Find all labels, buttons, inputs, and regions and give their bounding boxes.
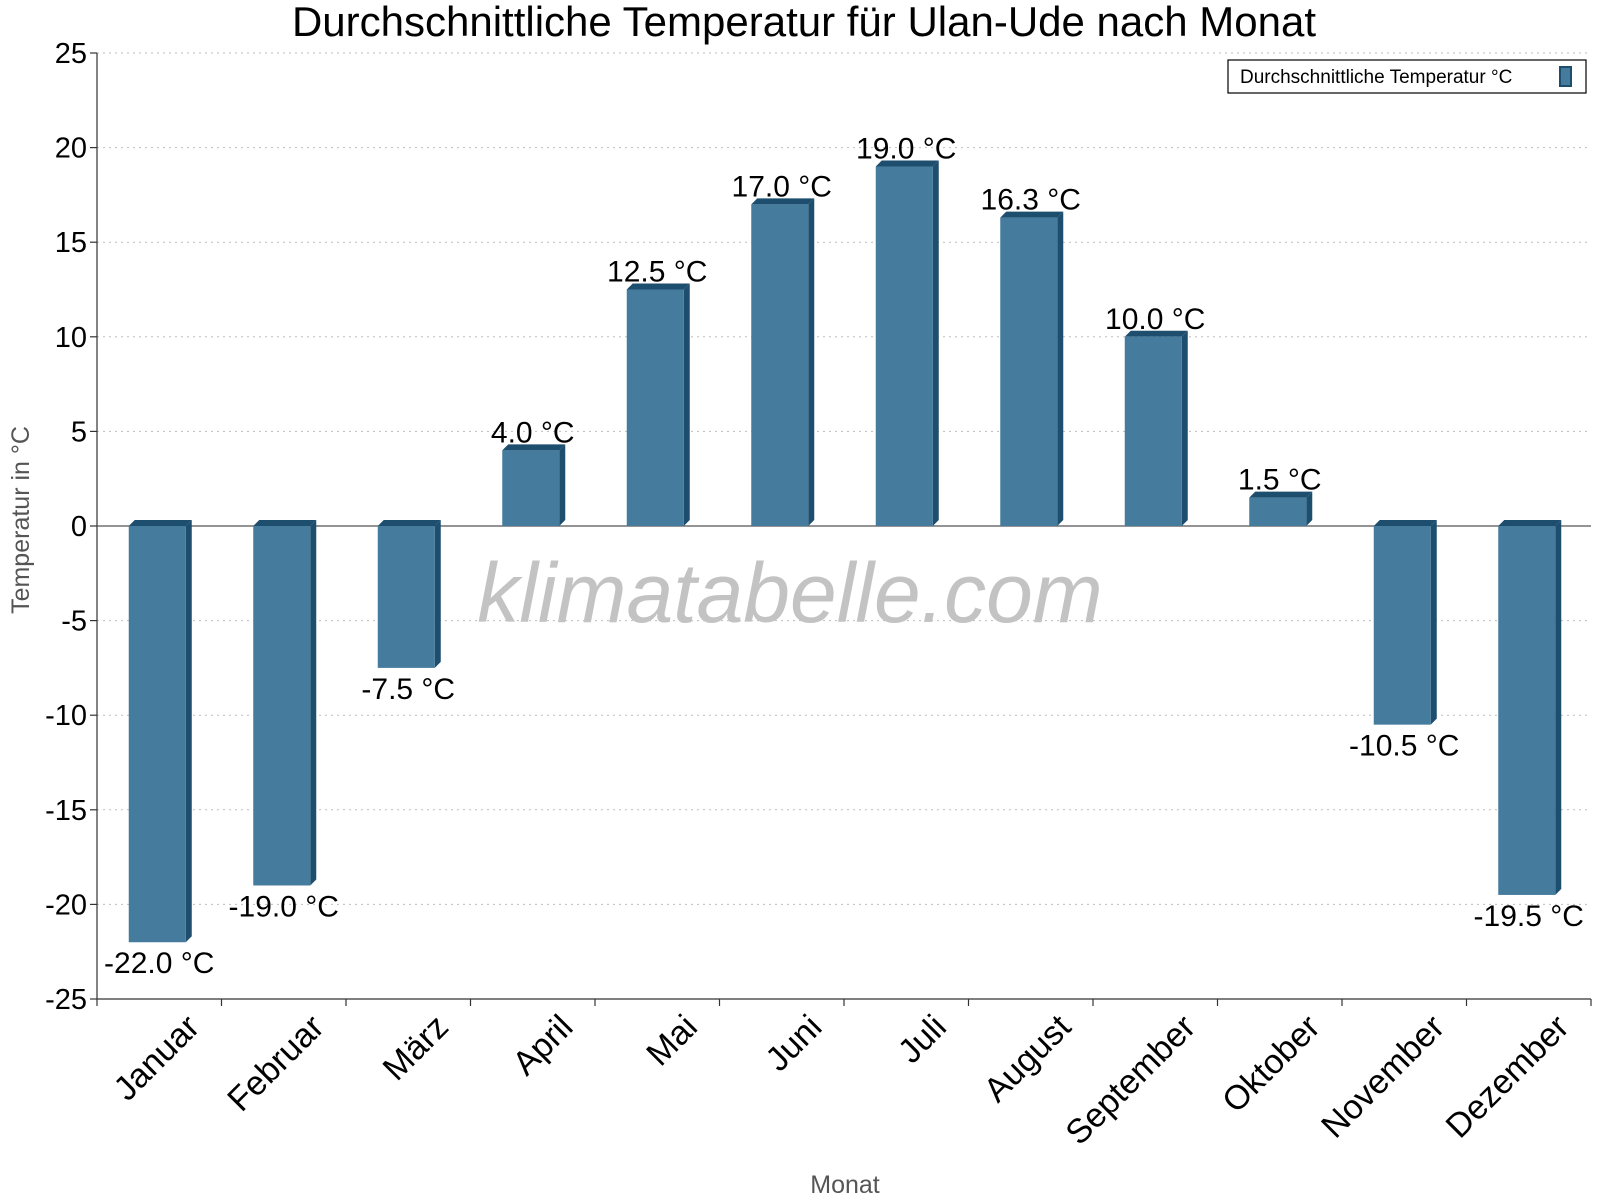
bar xyxy=(1124,330,1188,526)
bar-front xyxy=(1249,497,1307,526)
bar-side xyxy=(808,198,815,527)
bar-top xyxy=(1249,491,1313,498)
x-tick-label: Januar xyxy=(107,1008,207,1108)
bar-front xyxy=(1373,526,1431,725)
bar xyxy=(253,520,317,886)
bar-top xyxy=(128,520,192,526)
x-tick-label: November xyxy=(1314,1008,1452,1146)
x-axis-label: Monat xyxy=(810,1171,880,1199)
y-axis-label: Temperatur in °C xyxy=(7,426,35,614)
bar-top xyxy=(1498,520,1562,526)
x-tick-label: Dezember xyxy=(1439,1008,1577,1146)
bar xyxy=(751,198,815,527)
bar-top xyxy=(502,444,566,451)
legend-swatch xyxy=(1559,66,1572,87)
data-label: 4.0 °C xyxy=(491,416,575,449)
bar-top xyxy=(751,198,815,205)
bar-top xyxy=(253,520,317,526)
bar-top xyxy=(626,283,690,290)
y-tick-label: -25 xyxy=(45,984,87,1016)
x-tick-label: Oktober xyxy=(1215,1008,1327,1120)
bar-front xyxy=(1498,526,1556,895)
bar-front xyxy=(1000,217,1058,526)
x-tick-label: September xyxy=(1058,1008,1202,1152)
bar-side xyxy=(1057,211,1064,526)
bar-side xyxy=(1555,520,1562,895)
bar-top xyxy=(875,160,939,167)
bar xyxy=(1498,520,1562,895)
bar xyxy=(502,444,566,526)
data-label: 1.5 °C xyxy=(1238,464,1322,497)
bar-side xyxy=(185,520,192,943)
bar xyxy=(626,283,690,526)
bar-top xyxy=(377,520,441,526)
y-tick-label: 25 xyxy=(55,38,87,70)
bar-front xyxy=(751,204,809,527)
y-tick-label: -15 xyxy=(45,795,87,827)
bar-front xyxy=(1124,336,1182,526)
y-tick-label: 5 xyxy=(71,416,87,448)
bar xyxy=(377,520,441,668)
bars xyxy=(128,160,1562,943)
y-tick-label: -10 xyxy=(45,700,87,732)
data-label: -22.0 °C xyxy=(104,947,214,980)
bar-side xyxy=(1306,491,1313,526)
y-tick-label: 0 xyxy=(71,511,87,543)
axes xyxy=(90,52,1592,1006)
data-labels: -22.0 °C -19.0 °C -7.5 °C 4.0 °C 12.5 °C 17.0… xyxy=(104,133,1584,981)
bar xyxy=(128,520,192,943)
bar-top xyxy=(1373,520,1437,526)
bar xyxy=(1000,211,1064,526)
x-tick-label: Mai xyxy=(639,1008,705,1074)
y-tick-label: -5 xyxy=(61,606,87,638)
x-tick-label: August xyxy=(977,1007,1079,1109)
data-label: -7.5 °C xyxy=(361,673,455,706)
x-tick-label: Juni xyxy=(758,1008,829,1079)
legend-label: Durchschnittliche Temperatur °C xyxy=(1240,67,1512,88)
x-tick-label: März xyxy=(376,1008,456,1088)
bar xyxy=(1373,520,1437,725)
bar-side xyxy=(559,444,566,526)
bar-side xyxy=(932,160,939,526)
data-label: -10.5 °C xyxy=(1349,730,1459,763)
bar-front xyxy=(253,526,311,886)
y-tick-label: -20 xyxy=(45,889,87,921)
y-tick-label: 10 xyxy=(55,322,87,354)
data-label: 12.5 °C xyxy=(607,256,707,289)
bar-front xyxy=(502,450,560,526)
bar-top xyxy=(1124,330,1188,337)
watermark: klimatabelle.com xyxy=(477,546,1103,640)
data-label: -19.0 °C xyxy=(229,890,339,923)
bar-side xyxy=(1430,520,1437,725)
bar-side xyxy=(434,520,441,668)
bar-front xyxy=(377,526,435,668)
y-tick-label: 20 xyxy=(55,133,87,165)
bar xyxy=(875,160,939,526)
x-tick-label: Februar xyxy=(220,1008,331,1119)
bar-top xyxy=(1000,211,1064,218)
x-tick-label: April xyxy=(505,1008,580,1083)
bar-side xyxy=(310,520,317,886)
data-label: 16.3 °C xyxy=(981,184,1081,217)
bar xyxy=(1249,491,1313,526)
data-label: 19.0 °C xyxy=(856,133,956,166)
legend-box xyxy=(1227,59,1587,94)
bar-front xyxy=(875,166,933,526)
data-label: -19.5 °C xyxy=(1474,900,1584,933)
bar-side xyxy=(1181,330,1188,526)
x-tick-label: Juli xyxy=(891,1008,954,1071)
legend: Durchschnittliche Temperatur °C xyxy=(1227,59,1587,94)
bar-front xyxy=(128,526,186,943)
bar-front xyxy=(626,289,684,526)
y-tick-label: 15 xyxy=(55,227,87,259)
bar-side xyxy=(683,283,690,526)
data-label: 10.0 °C xyxy=(1105,303,1205,336)
data-label: 17.0 °C xyxy=(732,170,832,203)
chart-title: Durchschnittliche Temperatur für Ulan-Ud… xyxy=(292,0,1316,45)
